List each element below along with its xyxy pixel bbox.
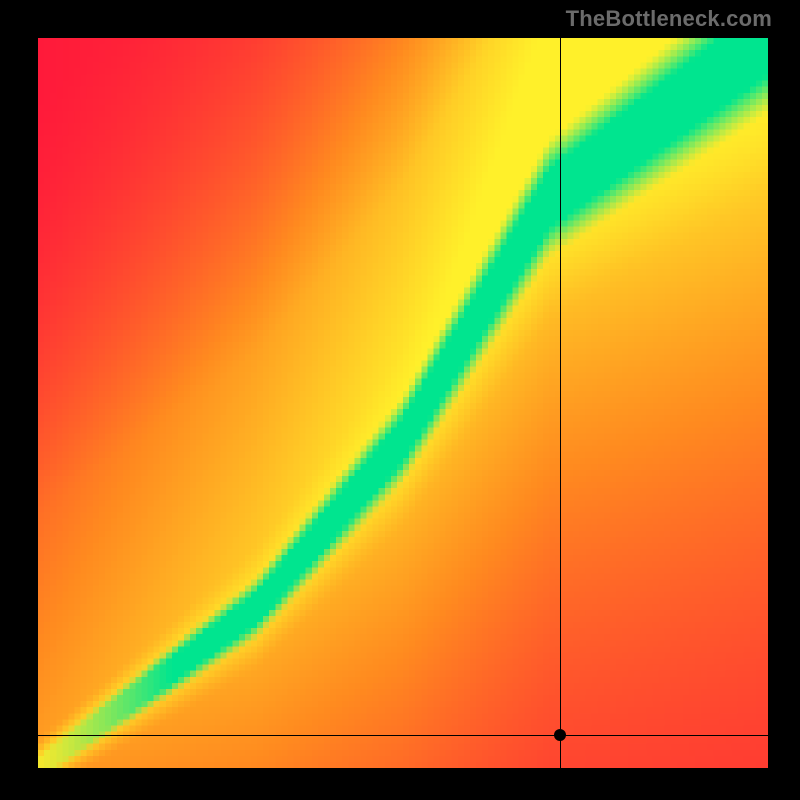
crosshair-vertical-line xyxy=(560,38,561,768)
root-container: TheBottleneck.com xyxy=(0,0,800,800)
heatmap-plot-area xyxy=(38,38,768,768)
crosshair-horizontal-line xyxy=(38,735,768,736)
bottleneck-heatmap-canvas xyxy=(38,38,768,768)
crosshair-marker-dot xyxy=(554,729,566,741)
watermark-text: TheBottleneck.com xyxy=(566,6,772,32)
